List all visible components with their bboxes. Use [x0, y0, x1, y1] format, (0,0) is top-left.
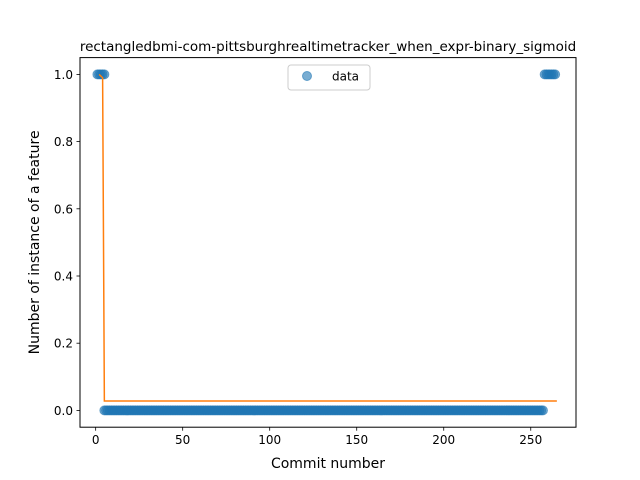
plot-frame — [79, 57, 577, 428]
x-tick-label: 250 — [519, 433, 542, 447]
y-tick-label: 0.2 — [54, 337, 73, 351]
y-tick-label: 1.0 — [54, 68, 73, 82]
chart-title: rectangledbmi-com-pittsburghrealtimetrac… — [80, 39, 576, 55]
legend: data — [287, 64, 371, 91]
plot-marks — [92, 69, 561, 416]
y-tick-label: 0.0 — [54, 404, 73, 418]
x-axis-ticks: 0 50 100 150 200 250 — [92, 427, 542, 447]
fit-line — [98, 73, 557, 402]
y-tick-label: 0.8 — [54, 135, 73, 149]
y-tick-label: 0.4 — [54, 270, 73, 284]
x-tick-label: 50 — [175, 433, 190, 447]
x-axis-label: Commit number — [271, 456, 385, 472]
scatter-point — [99, 69, 110, 80]
x-tick-label: 0 — [92, 433, 100, 447]
scatter-point — [550, 69, 561, 80]
legend-marker-data — [302, 71, 312, 81]
legend-label-data: data — [332, 70, 359, 84]
x-tick-label: 100 — [258, 433, 281, 447]
x-tick-label: 200 — [432, 433, 455, 447]
scatter-point — [537, 405, 548, 416]
y-axis-ticks: 0.0 0.2 0.4 0.6 0.8 1.0 — [54, 68, 80, 418]
y-tick-label: 0.6 — [54, 202, 73, 216]
x-tick-label: 150 — [345, 433, 368, 447]
y-axis-label: Number of instance of a feature — [27, 130, 43, 354]
